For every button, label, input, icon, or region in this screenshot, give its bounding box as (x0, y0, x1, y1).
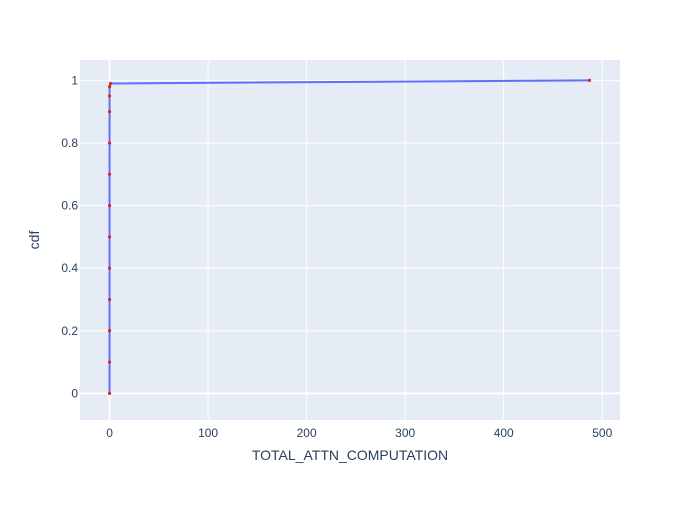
plot-area (80, 60, 620, 420)
y-tick-label: 0.4 (61, 261, 78, 275)
cdf-point (107, 141, 112, 145)
y-tick-label: 0.2 (61, 324, 78, 338)
y-tick-label: 1 (71, 73, 78, 87)
x-tick-label: 0 (106, 426, 113, 440)
tick-layer: 0 100 200 300 400 500 0 0.2 0.4 0.6 0.8 1 (61, 73, 612, 440)
cdf-point (107, 94, 112, 98)
cdf-point (107, 360, 112, 364)
x-tick-label: 500 (592, 426, 612, 440)
cdf-point (107, 297, 112, 302)
x-tick-label: 100 (198, 426, 218, 440)
cdf-point (108, 81, 113, 86)
x-axis-title: TOTAL_ATTN_COMPUTATION (252, 447, 448, 463)
x-tick-label: 400 (494, 426, 514, 440)
cdf-point (587, 78, 592, 82)
y-tick-label: 0.8 (61, 136, 78, 150)
y-tick-label: 0 (71, 386, 78, 400)
grid-layer (80, 60, 620, 420)
cdf-point (107, 266, 112, 270)
cdf-point (107, 235, 112, 239)
cdf-point (107, 329, 112, 333)
x-tick-label: 300 (395, 426, 415, 440)
cdf-point (107, 203, 112, 208)
x-tick-label: 200 (297, 426, 317, 440)
data-layer (107, 78, 592, 395)
y-axis-title: cdf (26, 231, 42, 250)
cdf-point (107, 110, 112, 114)
y-tick-label: 0.6 (61, 199, 78, 213)
cdf-point (107, 85, 112, 89)
cdf-point (107, 172, 112, 176)
cdf-point (107, 391, 112, 395)
